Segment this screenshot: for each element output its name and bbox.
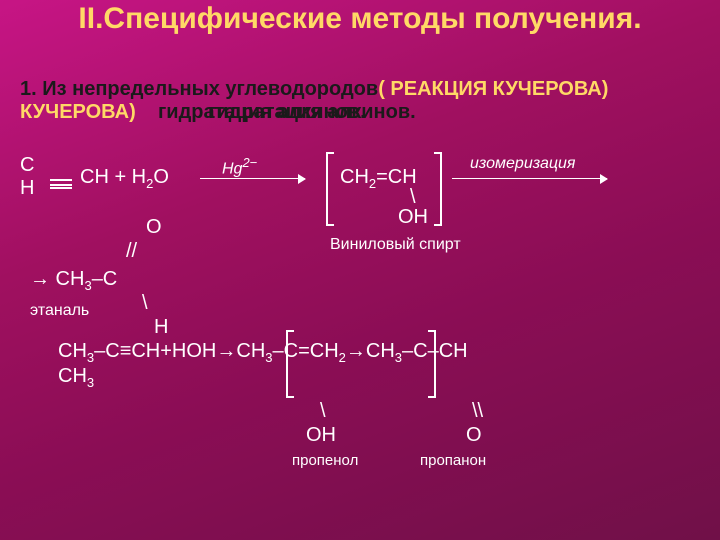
ethanal-arrow: → CH bbox=[30, 268, 84, 290]
bracket-right-1 bbox=[434, 152, 442, 226]
int-oh: OH bbox=[398, 206, 428, 229]
r3-s3c: 3 bbox=[395, 350, 402, 365]
r3-right-O: O bbox=[466, 424, 482, 447]
r3-s3b: 3 bbox=[265, 350, 272, 365]
r3-s2: 2 bbox=[339, 350, 346, 365]
bracket-right-2 bbox=[428, 330, 436, 398]
slide-title: II.Специфические методы получения. bbox=[0, 0, 720, 36]
ethanal-caption: этаналь bbox=[30, 302, 89, 320]
subtitle-line2: КУЧЕРОВА) гидратация алкинов. bbox=[20, 78, 700, 124]
isomerization-label: изомеризация bbox=[470, 155, 575, 173]
vinyl-caption: Виниловый спирт bbox=[330, 236, 461, 254]
bracket-left-1 bbox=[326, 152, 334, 226]
r1-rest: CH + H2O bbox=[80, 166, 169, 191]
r1-rest-text: CH + H bbox=[80, 166, 146, 188]
catalyst-label: Hg2− bbox=[222, 155, 257, 178]
propanon-caption: пропанон bbox=[420, 452, 486, 469]
int-eq: =CH bbox=[376, 166, 417, 188]
ethanal-O: O bbox=[146, 216, 162, 239]
r3-mid-oh: OH bbox=[306, 424, 336, 447]
r3-p1: CH bbox=[58, 340, 87, 362]
r1-O: O bbox=[153, 166, 169, 188]
r1-CH: C H bbox=[20, 154, 34, 200]
r3-mid-slash: \ bbox=[320, 400, 326, 423]
int-ch: CH bbox=[340, 166, 369, 188]
catalyst-sup: 2− bbox=[242, 155, 257, 170]
ethanal-H: H bbox=[154, 316, 168, 339]
r3-s3d: 3 bbox=[87, 375, 94, 390]
ethanal-main: → CH3‒C bbox=[30, 268, 117, 293]
r3-p2: ‒C≡CH+HOH→CH bbox=[94, 340, 265, 362]
propenol-caption: пропенол bbox=[292, 452, 358, 469]
ethanal-dbl: // bbox=[126, 240, 137, 263]
arrow-2 bbox=[452, 178, 607, 179]
bracket-left-2 bbox=[286, 330, 294, 398]
subtitle-kucherova: КУЧЕРОВА) bbox=[20, 101, 136, 123]
ethanal-slash: \ bbox=[142, 292, 148, 315]
r1-intermediate: CH2=CH bbox=[340, 166, 417, 191]
catalyst-hg: Hg bbox=[222, 160, 242, 177]
r3-right-dbl: \\ bbox=[472, 400, 483, 423]
r3-p4: →CH bbox=[346, 340, 395, 362]
subtitle-hydration: гидратация алкинов. bbox=[208, 101, 416, 123]
r3-p3: ‒C=CH bbox=[273, 340, 339, 362]
r3-tail-ch: CH bbox=[58, 365, 87, 387]
ethanal-sub3: 3 bbox=[84, 278, 91, 293]
r1-C: C bbox=[20, 154, 34, 176]
ethanal-c: ‒C bbox=[92, 268, 118, 290]
r1-H: H bbox=[20, 177, 34, 199]
r3-main: CH3‒C≡CH+HOH→CH3‒C=CH2→CH3‒C‒CHCH3 bbox=[58, 340, 698, 390]
triple-bond-icon bbox=[47, 172, 75, 195]
